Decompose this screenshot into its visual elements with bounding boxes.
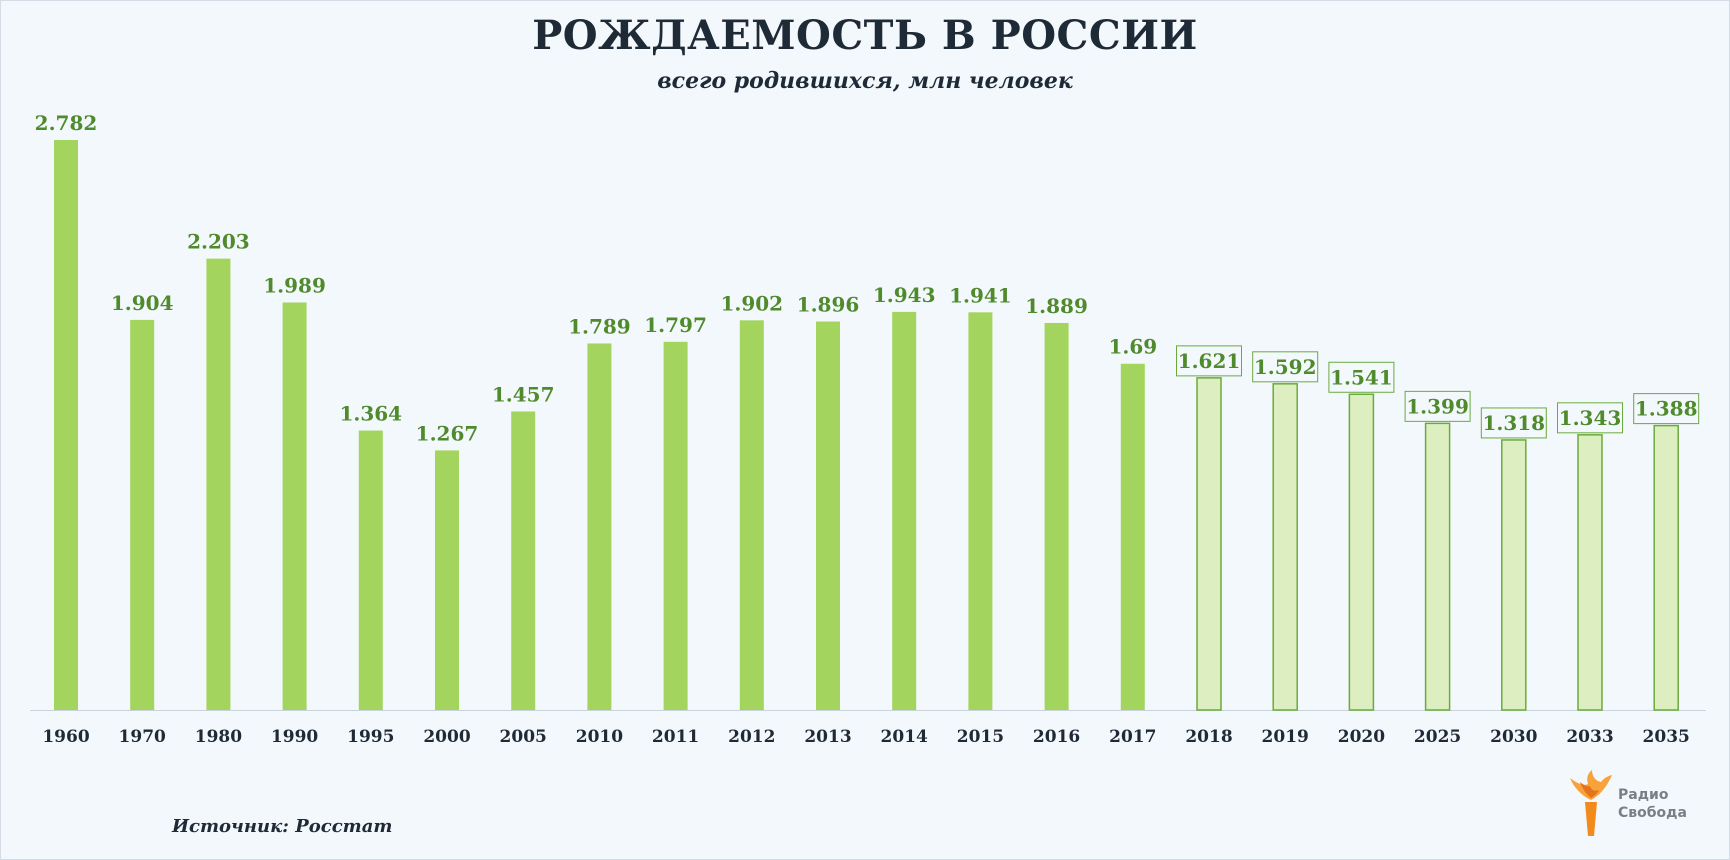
bar-2011 (663, 341, 688, 710)
value-label-2019: 1.592 (1254, 355, 1317, 379)
forecast-label-box-2035 (1633, 393, 1700, 425)
logo-line-2: Свобода (1618, 805, 1687, 821)
bar-2010 (587, 343, 612, 710)
value-label-2016: 1.889 (1025, 294, 1088, 318)
bar-2012 (739, 320, 764, 710)
x-tick-label-2014: 2014 (881, 727, 928, 747)
chart-subtitle: всего родившихся, млн человек (657, 68, 1073, 94)
x-tick-label-2010: 2010 (576, 727, 623, 747)
x-tick-label-2033: 2033 (1566, 727, 1613, 747)
value-label-2018: 1.621 (1178, 349, 1241, 373)
bar-1970 (130, 319, 155, 710)
x-tick-label-2005: 2005 (500, 727, 547, 747)
forecast-bar-2018 (1196, 377, 1222, 711)
x-tick-label-2018: 2018 (1185, 727, 1232, 747)
x-tick-label-2017: 2017 (1109, 727, 1156, 747)
value-label-1970: 1.904 (111, 291, 174, 315)
forecast-label-box-2030 (1480, 407, 1547, 439)
value-label-2017: 1.69 (1108, 335, 1157, 359)
value-label-1960: 2.782 (35, 111, 98, 135)
forecast-label-box-2019 (1252, 351, 1319, 383)
x-tick-label-1995: 1995 (347, 727, 394, 747)
bar-2017 (1120, 363, 1145, 710)
forecast-bar-2030 (1501, 439, 1527, 711)
value-label-1995: 1.364 (339, 402, 402, 426)
value-label-2005: 1.457 (492, 382, 555, 406)
bar-1980 (206, 258, 231, 710)
forecast-label-box-2025 (1404, 390, 1471, 422)
bar-2016 (1044, 322, 1069, 710)
source-note: Источник: Росстат (172, 816, 393, 837)
bar-2000 (435, 450, 459, 710)
value-label-2035: 1.388 (1635, 397, 1698, 421)
torch-icon (1570, 770, 1612, 836)
value-label-2010: 1.789 (568, 314, 631, 338)
value-label-2033: 1.343 (1559, 406, 1622, 430)
forecast-label-box-2020 (1328, 361, 1395, 393)
value-label-2013: 1.896 (797, 293, 860, 317)
x-tick-label-2000: 2000 (423, 727, 470, 747)
x-tick-label-2025: 2025 (1414, 727, 1461, 747)
bar-2013 (816, 321, 840, 710)
forecast-label-box-2018 (1176, 345, 1242, 377)
x-tick-label-2020: 2020 (1338, 727, 1385, 747)
value-label-1980: 2.203 (187, 230, 250, 254)
x-tick-label-2030: 2030 (1490, 727, 1537, 747)
chart-title: РОЖДАЕМОСТЬ В РОССИИ (532, 12, 1198, 59)
bar-2005 (511, 411, 536, 710)
forecast-bar-2033 (1577, 434, 1603, 711)
x-tick-label-1990: 1990 (271, 727, 318, 747)
value-label-2012: 1.902 (720, 291, 783, 315)
x-tick-label-2011: 2011 (652, 727, 699, 747)
x-tick-label-2035: 2035 (1643, 727, 1690, 747)
forecast-bar-2019 (1272, 383, 1298, 711)
value-label-2020: 1.541 (1330, 365, 1393, 389)
forecast-bar-2025 (1424, 422, 1451, 711)
logo-line-1: Радио (1618, 787, 1669, 803)
forecast-bar-2020 (1348, 393, 1375, 711)
x-tick-label-1960: 1960 (42, 727, 89, 747)
forecast-bar-2035 (1653, 424, 1679, 711)
x-tick-label-2015: 2015 (957, 727, 1004, 747)
bar-2014 (892, 311, 917, 710)
bar-1960 (54, 140, 78, 710)
x-tick-label-1970: 1970 (119, 727, 166, 747)
forecast-label-box-2033 (1557, 402, 1623, 434)
value-label-2015: 1.941 (949, 283, 1012, 307)
x-tick-label-1980: 1980 (195, 727, 242, 747)
bar-1990 (282, 302, 307, 710)
value-label-2000: 1.267 (416, 421, 479, 445)
x-tick-label-2012: 2012 (728, 727, 775, 747)
value-label-2025: 1.399 (1406, 394, 1469, 418)
radio-svoboda-logo: Радио Свобода (1568, 770, 1718, 840)
x-tick-label-2013: 2013 (804, 727, 851, 747)
bar-1995 (358, 430, 383, 710)
value-label-2011: 1.797 (644, 313, 707, 337)
bar-2015 (968, 312, 993, 710)
x-tick-label-2016: 2016 (1033, 727, 1080, 747)
value-label-1990: 1.989 (263, 273, 326, 297)
value-label-2014: 1.943 (873, 283, 936, 307)
x-tick-label-2019: 2019 (1262, 727, 1309, 747)
value-label-2030: 1.318 (1482, 411, 1545, 435)
